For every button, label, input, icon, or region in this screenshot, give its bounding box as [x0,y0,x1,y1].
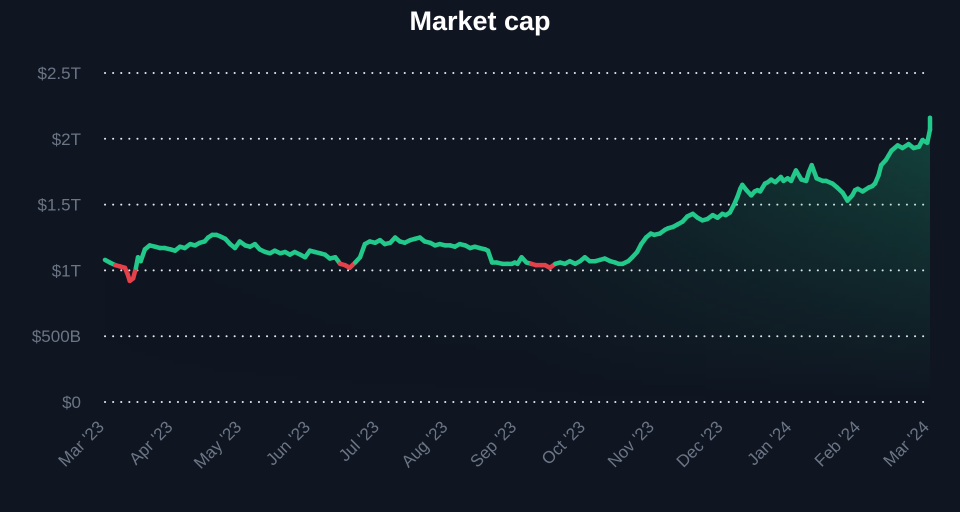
x-tick-label: Dec '23 [673,417,727,471]
x-tick-label: Sep '23 [466,417,520,471]
x-tick-label: Feb '24 [811,417,864,470]
x-tick-label: Mar '23 [55,417,108,470]
y-tick-label: $2.5T [38,64,81,83]
x-tick-label: Aug '23 [398,417,452,471]
x-tick-label: Jul '23 [335,417,383,465]
x-tick-label: Jan '24 [743,417,795,469]
price-line [102,115,933,284]
x-tick-label: Nov '23 [604,417,658,471]
y-tick-label: $2T [52,130,81,149]
x-tick-label: Mar '24 [880,417,933,470]
line-segment [809,162,819,181]
x-tick-label: Apr '23 [125,417,176,468]
x-tick-label: Jun '23 [262,417,314,469]
y-tick-label: $0 [62,393,81,412]
y-tick-label: $500B [32,327,81,346]
y-tick-label: $1T [52,261,81,280]
area-fill [105,117,930,402]
x-axis: Mar '23 Apr '23 May '23 Jun '23 Jul '23 Aug '… [55,417,933,472]
chart-title: Market cap [409,6,551,36]
y-axis: $0 $500B $1T $1.5T $2T $2.5T [32,64,81,412]
x-tick-label: May '23 [190,417,245,472]
line-segment [357,241,368,260]
y-tick-label: $1.5T [38,196,81,215]
x-tick-label: Oct '23 [538,417,589,468]
